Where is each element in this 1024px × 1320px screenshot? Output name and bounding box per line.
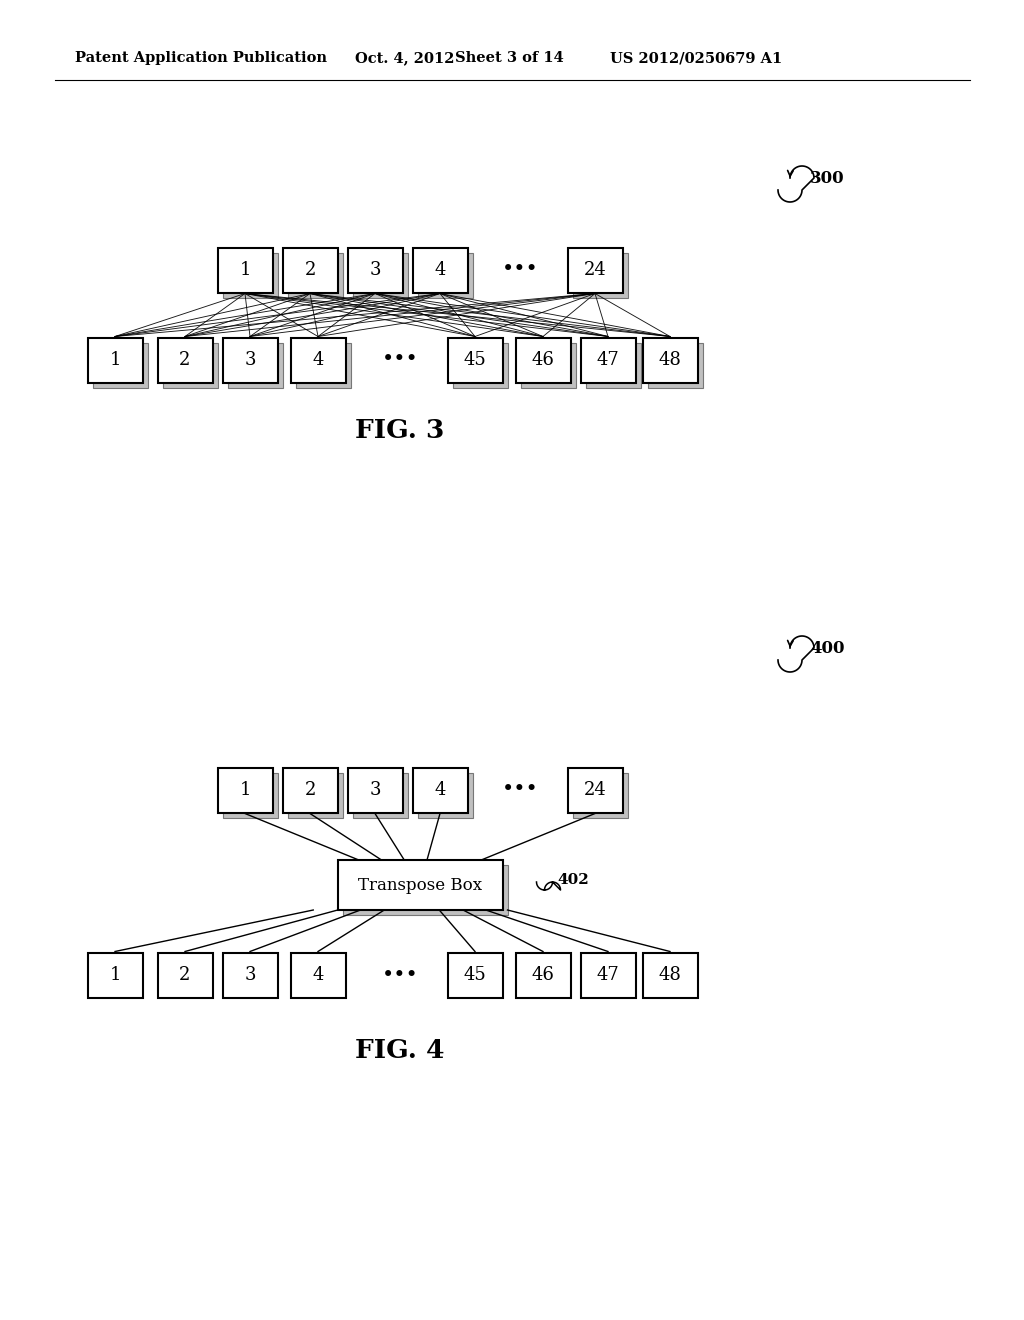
Text: 3: 3 (370, 261, 381, 279)
Text: 2: 2 (179, 351, 190, 370)
FancyBboxPatch shape (87, 953, 142, 998)
Text: 2: 2 (179, 966, 190, 983)
FancyBboxPatch shape (572, 772, 628, 817)
Text: US 2012/0250679 A1: US 2012/0250679 A1 (610, 51, 782, 65)
FancyBboxPatch shape (338, 861, 503, 909)
FancyBboxPatch shape (222, 772, 278, 817)
Text: 2: 2 (304, 781, 315, 799)
FancyBboxPatch shape (347, 248, 402, 293)
FancyBboxPatch shape (515, 953, 570, 998)
FancyBboxPatch shape (515, 338, 570, 383)
Text: 4: 4 (434, 781, 445, 799)
FancyBboxPatch shape (447, 338, 503, 383)
Text: Oct. 4, 2012: Oct. 4, 2012 (355, 51, 455, 65)
FancyBboxPatch shape (158, 338, 213, 383)
FancyBboxPatch shape (296, 342, 350, 388)
Text: 48: 48 (658, 966, 681, 983)
Text: 4: 4 (312, 351, 324, 370)
FancyBboxPatch shape (586, 342, 640, 388)
FancyBboxPatch shape (217, 248, 272, 293)
FancyBboxPatch shape (283, 767, 338, 813)
FancyBboxPatch shape (352, 252, 408, 297)
FancyBboxPatch shape (227, 342, 283, 388)
FancyBboxPatch shape (222, 252, 278, 297)
Text: 47: 47 (597, 351, 620, 370)
FancyBboxPatch shape (567, 767, 623, 813)
Text: 48: 48 (658, 351, 681, 370)
FancyBboxPatch shape (87, 338, 142, 383)
FancyBboxPatch shape (222, 953, 278, 998)
Text: 4: 4 (434, 261, 445, 279)
Text: FIG. 3: FIG. 3 (355, 417, 444, 442)
Text: 1: 1 (240, 261, 251, 279)
FancyBboxPatch shape (572, 252, 628, 297)
FancyBboxPatch shape (288, 772, 342, 817)
Text: 1: 1 (110, 966, 121, 983)
FancyBboxPatch shape (163, 342, 217, 388)
Text: 402: 402 (557, 873, 589, 887)
Text: •••: ••• (382, 965, 419, 985)
Text: •••: ••• (502, 780, 539, 800)
Text: 24: 24 (584, 781, 606, 799)
FancyBboxPatch shape (453, 342, 508, 388)
FancyBboxPatch shape (222, 338, 278, 383)
Text: 3: 3 (370, 781, 381, 799)
Text: 1: 1 (110, 351, 121, 370)
FancyBboxPatch shape (581, 953, 636, 998)
FancyBboxPatch shape (647, 342, 702, 388)
Text: 45: 45 (464, 351, 486, 370)
FancyBboxPatch shape (567, 248, 623, 293)
FancyBboxPatch shape (413, 248, 468, 293)
FancyBboxPatch shape (352, 772, 408, 817)
Text: 3: 3 (245, 966, 256, 983)
Text: FIG. 4: FIG. 4 (355, 1038, 444, 1063)
FancyBboxPatch shape (413, 767, 468, 813)
Text: 1: 1 (240, 781, 251, 799)
FancyBboxPatch shape (347, 767, 402, 813)
Text: 4: 4 (312, 966, 324, 983)
Text: Sheet 3 of 14: Sheet 3 of 14 (455, 51, 564, 65)
FancyBboxPatch shape (581, 338, 636, 383)
Text: 400: 400 (810, 640, 845, 657)
Text: 46: 46 (531, 966, 554, 983)
FancyBboxPatch shape (217, 767, 272, 813)
FancyBboxPatch shape (283, 248, 338, 293)
Text: 3: 3 (245, 351, 256, 370)
Text: •••: ••• (502, 260, 539, 280)
FancyBboxPatch shape (92, 342, 147, 388)
Text: 46: 46 (531, 351, 554, 370)
FancyBboxPatch shape (447, 953, 503, 998)
Text: 24: 24 (584, 261, 606, 279)
Text: Transpose Box: Transpose Box (358, 876, 482, 894)
FancyBboxPatch shape (642, 953, 697, 998)
FancyBboxPatch shape (291, 338, 345, 383)
FancyBboxPatch shape (418, 252, 472, 297)
Text: 300: 300 (810, 170, 845, 187)
Text: Patent Application Publication: Patent Application Publication (75, 51, 327, 65)
FancyBboxPatch shape (158, 953, 213, 998)
Text: 45: 45 (464, 966, 486, 983)
FancyBboxPatch shape (642, 338, 697, 383)
Text: •••: ••• (382, 351, 419, 370)
FancyBboxPatch shape (288, 252, 342, 297)
FancyBboxPatch shape (342, 865, 508, 915)
Text: 47: 47 (597, 966, 620, 983)
Text: 2: 2 (304, 261, 315, 279)
FancyBboxPatch shape (418, 772, 472, 817)
FancyBboxPatch shape (520, 342, 575, 388)
FancyBboxPatch shape (291, 953, 345, 998)
